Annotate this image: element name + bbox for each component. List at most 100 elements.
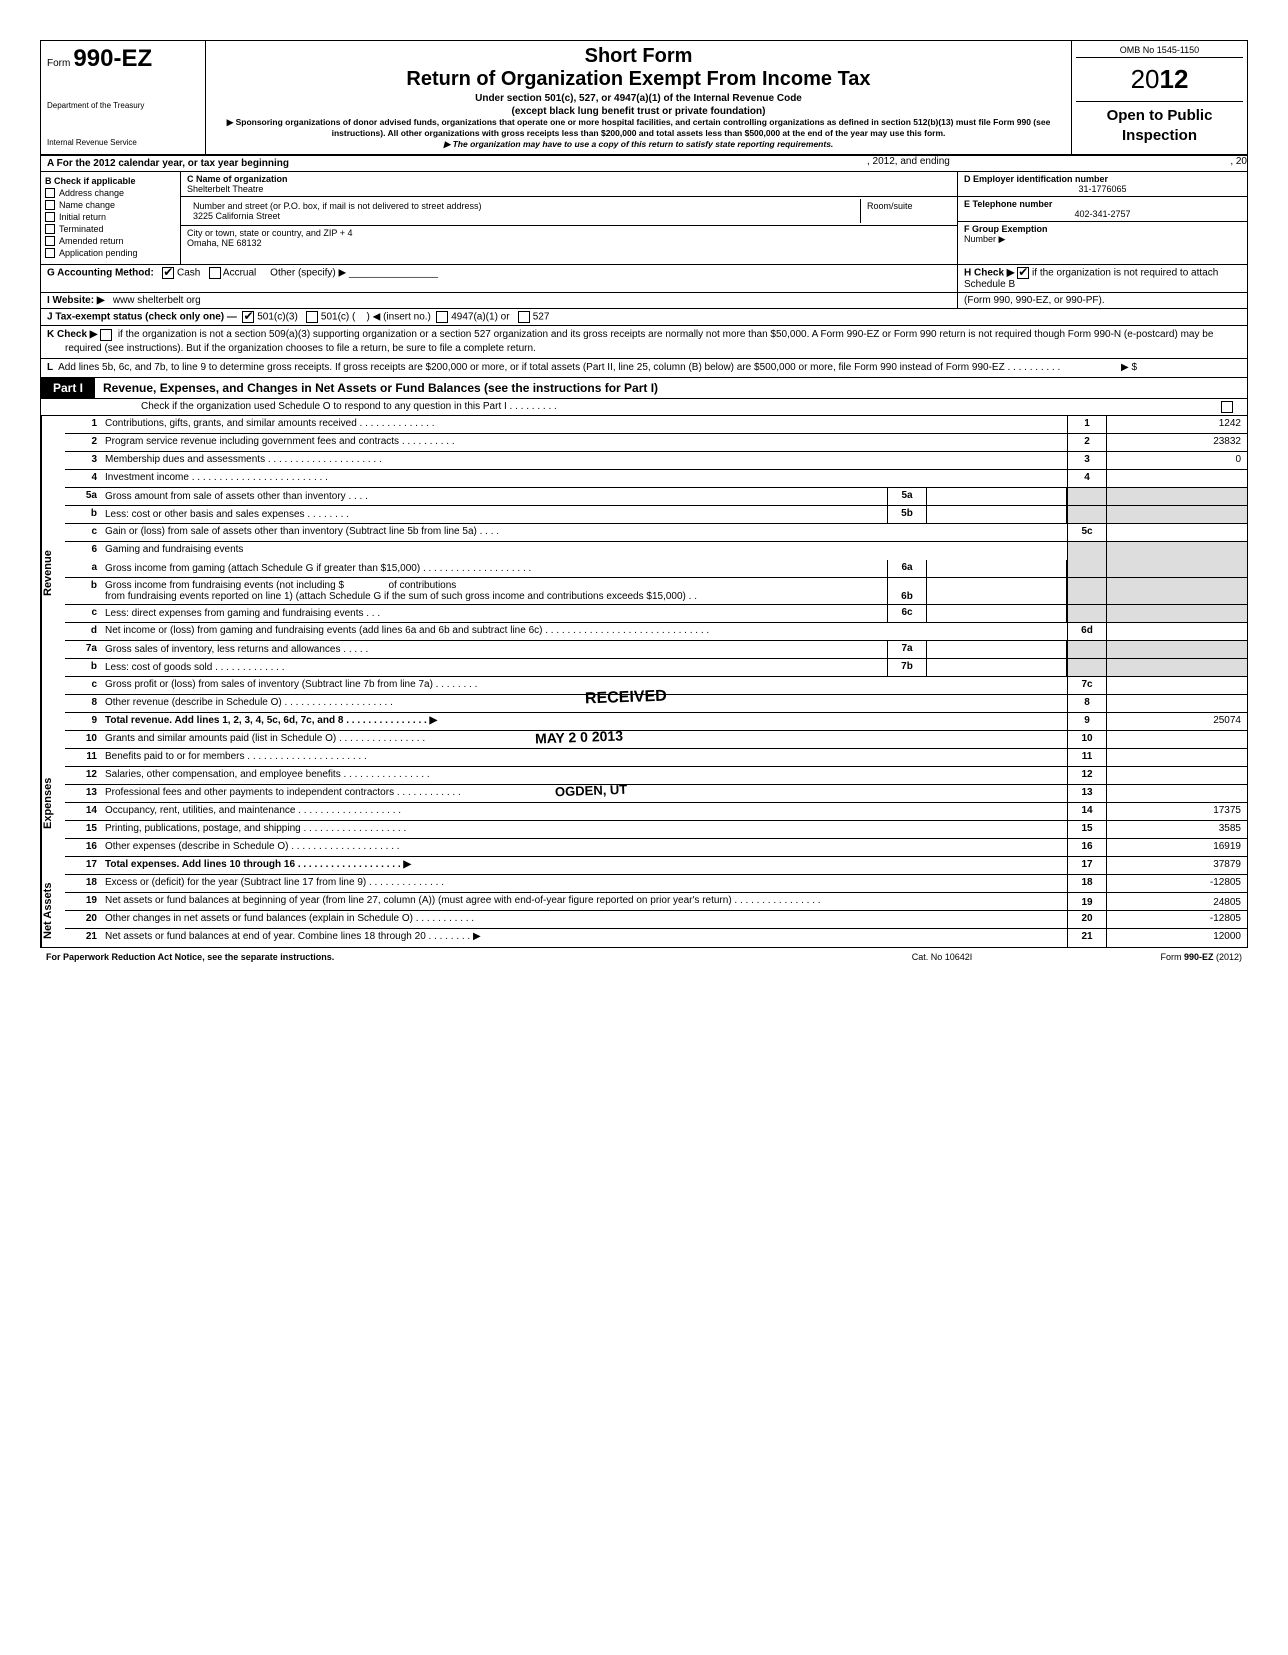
- cb-accrual[interactable]: [209, 267, 221, 279]
- stamp-date: MAY 2 0 2013: [535, 728, 623, 747]
- city-row: City or town, state or country, and ZIP …: [181, 226, 957, 250]
- r5c-num: c: [65, 524, 101, 541]
- r14-num: 14: [65, 803, 101, 820]
- r7a-num: 7a: [65, 641, 101, 658]
- group-exempt-label: F Group Exemption: [964, 224, 1048, 234]
- org-name: Shelterbelt Theatre: [187, 184, 263, 194]
- cb-label-4: Amended return: [59, 236, 124, 246]
- r6d-val: [1107, 623, 1247, 640]
- r2-endnum: 2: [1067, 434, 1107, 451]
- r5a-mid: 5a: [887, 488, 927, 505]
- accrual-label: Accrual: [223, 268, 256, 279]
- row-6b: b Gross income from fundraising events (…: [65, 578, 1247, 605]
- opt-501c-b: ) ◀ (insert no.): [367, 312, 431, 323]
- omb-number: OMB No 1545-1150: [1076, 45, 1243, 58]
- r9-endnum: 9: [1067, 713, 1107, 730]
- r15-desc: Printing, publications, postage, and shi…: [101, 821, 1067, 838]
- r8-num: 8: [65, 695, 101, 712]
- org-name-row: C Name of organization Shelterbelt Theat…: [181, 172, 957, 197]
- row-15: 15 Printing, publications, postage, and …: [65, 821, 1247, 839]
- r18-num: 18: [65, 875, 101, 892]
- r13-val: [1107, 785, 1247, 802]
- row-i: I Website: ▶ www shelterbelt org (Form 9…: [41, 293, 1247, 309]
- r12-val: [1107, 767, 1247, 784]
- cb-initial-return[interactable]: Initial return: [45, 212, 176, 222]
- cb-name-change[interactable]: Name change: [45, 200, 176, 210]
- cb-4947[interactable]: [436, 311, 448, 323]
- cb-501c[interactable]: [306, 311, 318, 323]
- cb-schedule-b[interactable]: [1017, 267, 1029, 279]
- cb-application-pending[interactable]: Application pending: [45, 248, 176, 258]
- r5a-desc: Gross amount from sale of assets other t…: [101, 488, 887, 505]
- section-j: J Tax-exempt status (check only one) — 5…: [41, 309, 1247, 326]
- open-line1: Open to Public: [1107, 107, 1213, 124]
- part1-label: Part I: [41, 378, 95, 398]
- side-revenue: Revenue: [41, 416, 65, 731]
- cb-terminated[interactable]: Terminated: [45, 224, 176, 234]
- l-label: L: [47, 362, 53, 373]
- footer-right: Form 990-EZ (2012): [1042, 952, 1242, 962]
- room-suite: Room/suite: [861, 199, 951, 223]
- expenses-section: Expenses 10 Grants and similar amounts p…: [41, 731, 1247, 875]
- cb-label-2: Initial return: [59, 212, 106, 222]
- r4-num: 4: [65, 470, 101, 487]
- section-g: G Accounting Method: Cash Accrual Other …: [41, 265, 957, 292]
- l-text: Add lines 5b, 6c, and 7b, to line 9 to d…: [58, 362, 1060, 373]
- cb-label-3: Terminated: [59, 224, 104, 234]
- form-header: Form 990-EZ Department of the Treasury I…: [41, 41, 1247, 156]
- ein-label: D Employer identification number: [964, 174, 1108, 184]
- header-right: OMB No 1545-1150 2012 Open to PublicInsp…: [1072, 41, 1247, 154]
- r20-val: -12805: [1107, 911, 1247, 928]
- addr-label: Number and street (or P.O. box, if mail …: [193, 201, 481, 211]
- r6b-desc2: of contributions: [388, 580, 456, 591]
- addr-value: 3225 California Street: [193, 211, 280, 221]
- r6a-val: [1107, 560, 1247, 577]
- r15-val: 3585: [1107, 821, 1247, 838]
- r7b-endnum: [1067, 659, 1107, 676]
- r16-val: 16919: [1107, 839, 1247, 856]
- k-label: K Check ▶: [47, 329, 97, 340]
- part1-check-row: Check if the organization used Schedule …: [41, 399, 1247, 416]
- g-label: G Accounting Method:: [47, 268, 154, 279]
- r12-desc: Salaries, other compensation, and employ…: [101, 767, 1067, 784]
- cb-address-change[interactable]: Address change: [45, 188, 176, 198]
- r2-val: 23832: [1107, 434, 1247, 451]
- r3-endnum: 3: [1067, 452, 1107, 469]
- footer: For Paperwork Reduction Act Notice, see …: [40, 948, 1248, 966]
- footer-mid: Cat. No 10642I: [842, 952, 1042, 962]
- header-note2: ▶ The organization may have to use a cop…: [214, 139, 1063, 150]
- r11-num: 11: [65, 749, 101, 766]
- phone-label: E Telephone number: [964, 199, 1052, 209]
- r17-num: 17: [65, 857, 101, 874]
- j-label: J Tax-exempt status (check only one) —: [47, 312, 237, 323]
- r13-endnum: 13: [1067, 785, 1107, 802]
- r3-desc: Membership dues and assessments . . . . …: [101, 452, 1067, 469]
- r5a-val: [1107, 488, 1247, 505]
- cb-527[interactable]: [518, 311, 530, 323]
- r14-val: 17375: [1107, 803, 1247, 820]
- row-7b: b Less: cost of goods sold . . . . . . .…: [65, 659, 1247, 677]
- row-10: 10 Grants and similar amounts paid (list…: [65, 731, 1247, 749]
- city-label: City or town, state or country, and ZIP …: [187, 228, 353, 238]
- r5b-mid: 5b: [887, 506, 927, 523]
- r2-num: 2: [65, 434, 101, 451]
- r4-desc: Investment income . . . . . . . . . . . …: [101, 470, 1067, 487]
- header-center: Short Form Return of Organization Exempt…: [206, 41, 1072, 154]
- r17-endnum: 17: [1067, 857, 1107, 874]
- cb-cash[interactable]: [162, 267, 174, 279]
- r12-num: 12: [65, 767, 101, 784]
- cb-k[interactable]: [100, 329, 112, 341]
- r13-num: 13: [65, 785, 101, 802]
- r5a-num: 5a: [65, 488, 101, 505]
- row-12: 12 Salaries, other compensation, and emp…: [65, 767, 1247, 785]
- cb-label-0: Address change: [59, 188, 124, 198]
- cb-501c3[interactable]: [242, 311, 254, 323]
- r14-endnum: 14: [1067, 803, 1107, 820]
- l-amount: ▶ $: [1121, 361, 1241, 375]
- cb-amended[interactable]: Amended return: [45, 236, 176, 246]
- cb-schedule-o[interactable]: [1221, 401, 1233, 413]
- row-1: 1 Contributions, gifts, grants, and simi…: [65, 416, 1247, 434]
- r20-num: 20: [65, 911, 101, 928]
- r6b-midval: [927, 578, 1067, 604]
- row-5c: c Gain or (loss) from sale of assets oth…: [65, 524, 1247, 542]
